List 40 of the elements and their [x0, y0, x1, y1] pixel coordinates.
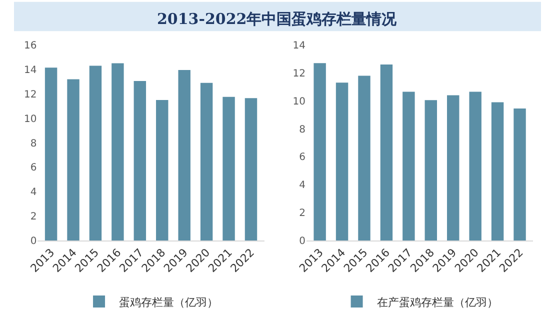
y-tick-label: 2 [30, 212, 37, 223]
bar [222, 96, 235, 241]
legend-label: 在产蛋鸡存栏量（亿羽） [376, 296, 498, 309]
bar [358, 76, 370, 241]
bar [67, 79, 80, 241]
y-tick-label: 14 [292, 40, 306, 52]
bar [314, 63, 326, 241]
y-tick-label: 10 [24, 114, 37, 125]
bar [469, 92, 482, 241]
y-tick-label: 14 [24, 64, 37, 76]
bar [112, 63, 124, 241]
chart-title: 2013-2022年中国蛋鸡存栏量情况 [157, 10, 398, 28]
y-tick-label: 0 [299, 236, 306, 248]
bar [244, 98, 258, 241]
y-tick-label: 8 [299, 124, 306, 136]
bar [134, 81, 146, 241]
bar [424, 100, 438, 241]
legend-label: 蛋鸡存栏量（亿羽） [119, 296, 218, 309]
bar [178, 70, 190, 241]
bar [44, 68, 58, 241]
y-tick-label: 8 [30, 138, 37, 150]
bar [402, 92, 415, 241]
y-tick-label: 4 [299, 180, 306, 192]
y-tick-label: 12 [292, 68, 306, 80]
y-tick-label: 6 [30, 162, 37, 174]
y-tick-label: 6 [299, 152, 306, 164]
y-tick-label: 12 [24, 89, 37, 100]
y-tick-label: 16 [24, 40, 37, 52]
bar [514, 108, 526, 241]
y-tick-label: 0 [30, 236, 37, 248]
bar [200, 82, 213, 241]
y-tick-label: 10 [292, 96, 306, 108]
bar [491, 102, 504, 241]
bar [447, 95, 460, 241]
y-tick-label: 4 [30, 187, 37, 198]
y-tick-label: 2 [299, 208, 306, 220]
bar [156, 100, 168, 241]
bar [380, 64, 393, 241]
bar [89, 66, 102, 241]
bar [336, 82, 348, 241]
